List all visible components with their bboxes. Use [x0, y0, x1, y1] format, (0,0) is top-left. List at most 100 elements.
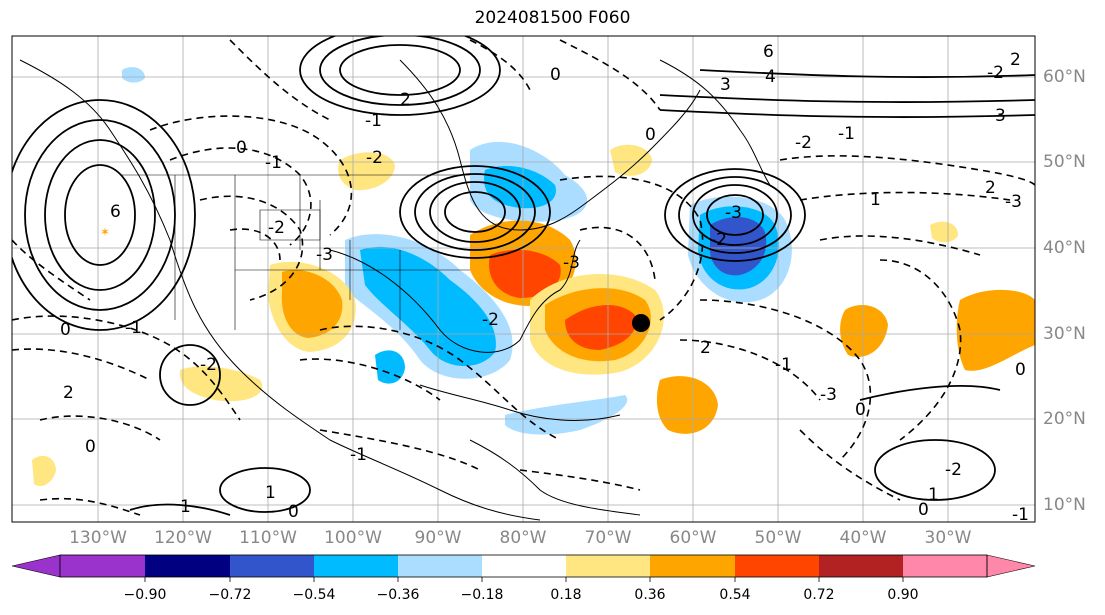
positive-anomaly-west-core [281, 270, 343, 338]
negative-anomaly-patch [375, 350, 405, 384]
map-title: 2024081500 F060 [474, 8, 631, 28]
contour-label: -3 [725, 203, 742, 223]
positive-anomaly-patch [956, 289, 1035, 371]
colorbar-segment [735, 555, 819, 577]
contour-label: 2 [63, 383, 74, 403]
longitude-label: 50°W [754, 528, 802, 548]
contour-label: -1 [265, 153, 282, 173]
contour-label: 3 [995, 106, 1006, 126]
contour-label: -2 [795, 133, 812, 153]
contour-label: -1 [365, 111, 382, 131]
contour-label: -2 [945, 460, 962, 480]
contour-label-group: 6 -2 0 -1 -3 -2 2 -1 -2 -3 0 6 4 -3 3 -2… [60, 42, 1029, 525]
contour-label: -1 [838, 124, 855, 144]
latitude-label: 30°N [1043, 324, 1086, 344]
colorbar-segment [398, 555, 482, 577]
positive-anomaly-atlantic-core [565, 304, 636, 350]
colorbar-segment [230, 555, 314, 577]
colorbar-segment [650, 555, 735, 577]
colorbar-tick-label: −0.54 [292, 587, 336, 603]
contour-label: 2 [400, 90, 411, 110]
contour-label: 1 [180, 497, 191, 517]
colorbar-segment [819, 555, 903, 577]
solid-contours [12, 36, 1035, 516]
coastlines [19, 59, 771, 521]
positive-anomaly-patch [840, 305, 888, 357]
contour-label: 0 [85, 437, 96, 457]
contour-label: -1 [125, 318, 142, 338]
contour-label: 0 [236, 138, 247, 158]
contour-label: -3 [820, 385, 837, 405]
contour-label: -3 [316, 245, 333, 265]
contour-label: -1 [350, 445, 367, 465]
colorbar-tick-label: −0.18 [460, 587, 504, 603]
positive-anomaly-patch [179, 366, 263, 402]
longitude-label: 90°W [414, 528, 462, 548]
colorbar-tick-label: 0.54 [719, 587, 751, 603]
positive-anomaly-patch [32, 455, 56, 487]
map-frame [11, 35, 1036, 523]
contour-label: 0 [1015, 360, 1026, 380]
latitude-label: 20°N [1043, 409, 1086, 429]
contour-label: -2 [366, 148, 383, 168]
negative-anomaly-southeast-core [360, 246, 496, 367]
storm-position-marker [632, 314, 650, 332]
colorbar-tick-label: −0.36 [376, 587, 420, 603]
contour-label: -2 [987, 63, 1004, 83]
dashed-contours [12, 39, 1035, 516]
contour-label: -3 [563, 253, 580, 273]
longitude-label: 80°W [499, 528, 547, 548]
longitude-label: 70°W [584, 528, 632, 548]
graticule [12, 36, 1035, 522]
colorbar-segment [60, 555, 145, 577]
contour-label: 4 [765, 67, 776, 87]
contour-label: -2 [268, 218, 285, 238]
contour-label: -2 [710, 230, 727, 250]
colorbar-tick-label: −0.90 [123, 587, 167, 603]
longitude-label: 130°W [69, 528, 127, 548]
latitude-label: 10°N [1043, 495, 1086, 515]
contour-label: 1 [870, 190, 881, 210]
contour-label: -1 [1012, 505, 1029, 525]
negative-anomaly-patch [122, 67, 145, 83]
longitude-label: 30°W [924, 528, 972, 548]
positive-anomaly-patch [930, 221, 958, 243]
contour-label: 0 [918, 500, 929, 520]
shaded-anomalies [32, 67, 1035, 487]
colorbar-tick-label: 0.72 [803, 587, 835, 603]
colorbar-over-arrow [986, 554, 1036, 578]
contour-label: 2 [985, 178, 996, 198]
longitude-label: 60°W [669, 528, 717, 548]
colorbar-segment [145, 555, 230, 577]
colorbar-tick-label: 0.18 [550, 587, 582, 603]
contour-label: 6 [763, 42, 774, 62]
colorbar-tick-label: −0.72 [208, 587, 252, 603]
contour-label: 1 [928, 485, 939, 505]
colorbar [11, 554, 1036, 582]
longitude-label: 100°W [324, 528, 382, 548]
contour-label: -2 [200, 355, 217, 375]
contour-label: 3 [720, 75, 731, 95]
colorbar-tick-label: 0.36 [634, 587, 666, 603]
latitude-label: 40°N [1043, 238, 1086, 258]
contour-label: 2 [700, 338, 711, 358]
colorbar-under-arrow [11, 554, 61, 578]
contour-label: 0 [855, 400, 866, 420]
high-center-marker: ✶ [100, 225, 110, 239]
colorbar-segment [566, 555, 650, 577]
political-borders [120, 174, 470, 330]
longitude-label: 110°W [239, 528, 297, 548]
longitude-label: 40°W [839, 528, 887, 548]
longitude-label: 120°W [154, 528, 212, 548]
colorbar-tick-label: 0.90 [887, 587, 919, 603]
positive-anomaly-patch [656, 376, 718, 434]
colorbar-outline [59, 554, 988, 578]
latitude-label: 60°N [1043, 67, 1086, 87]
contour-label: 1 [265, 483, 276, 503]
positive-anomaly-midatlantic-core [489, 249, 561, 298]
contour-label: 2 [1010, 50, 1021, 70]
contour-label: -2 [482, 310, 499, 330]
latitude-label: 50°N [1043, 152, 1086, 172]
contour-label: -1 [775, 355, 792, 375]
